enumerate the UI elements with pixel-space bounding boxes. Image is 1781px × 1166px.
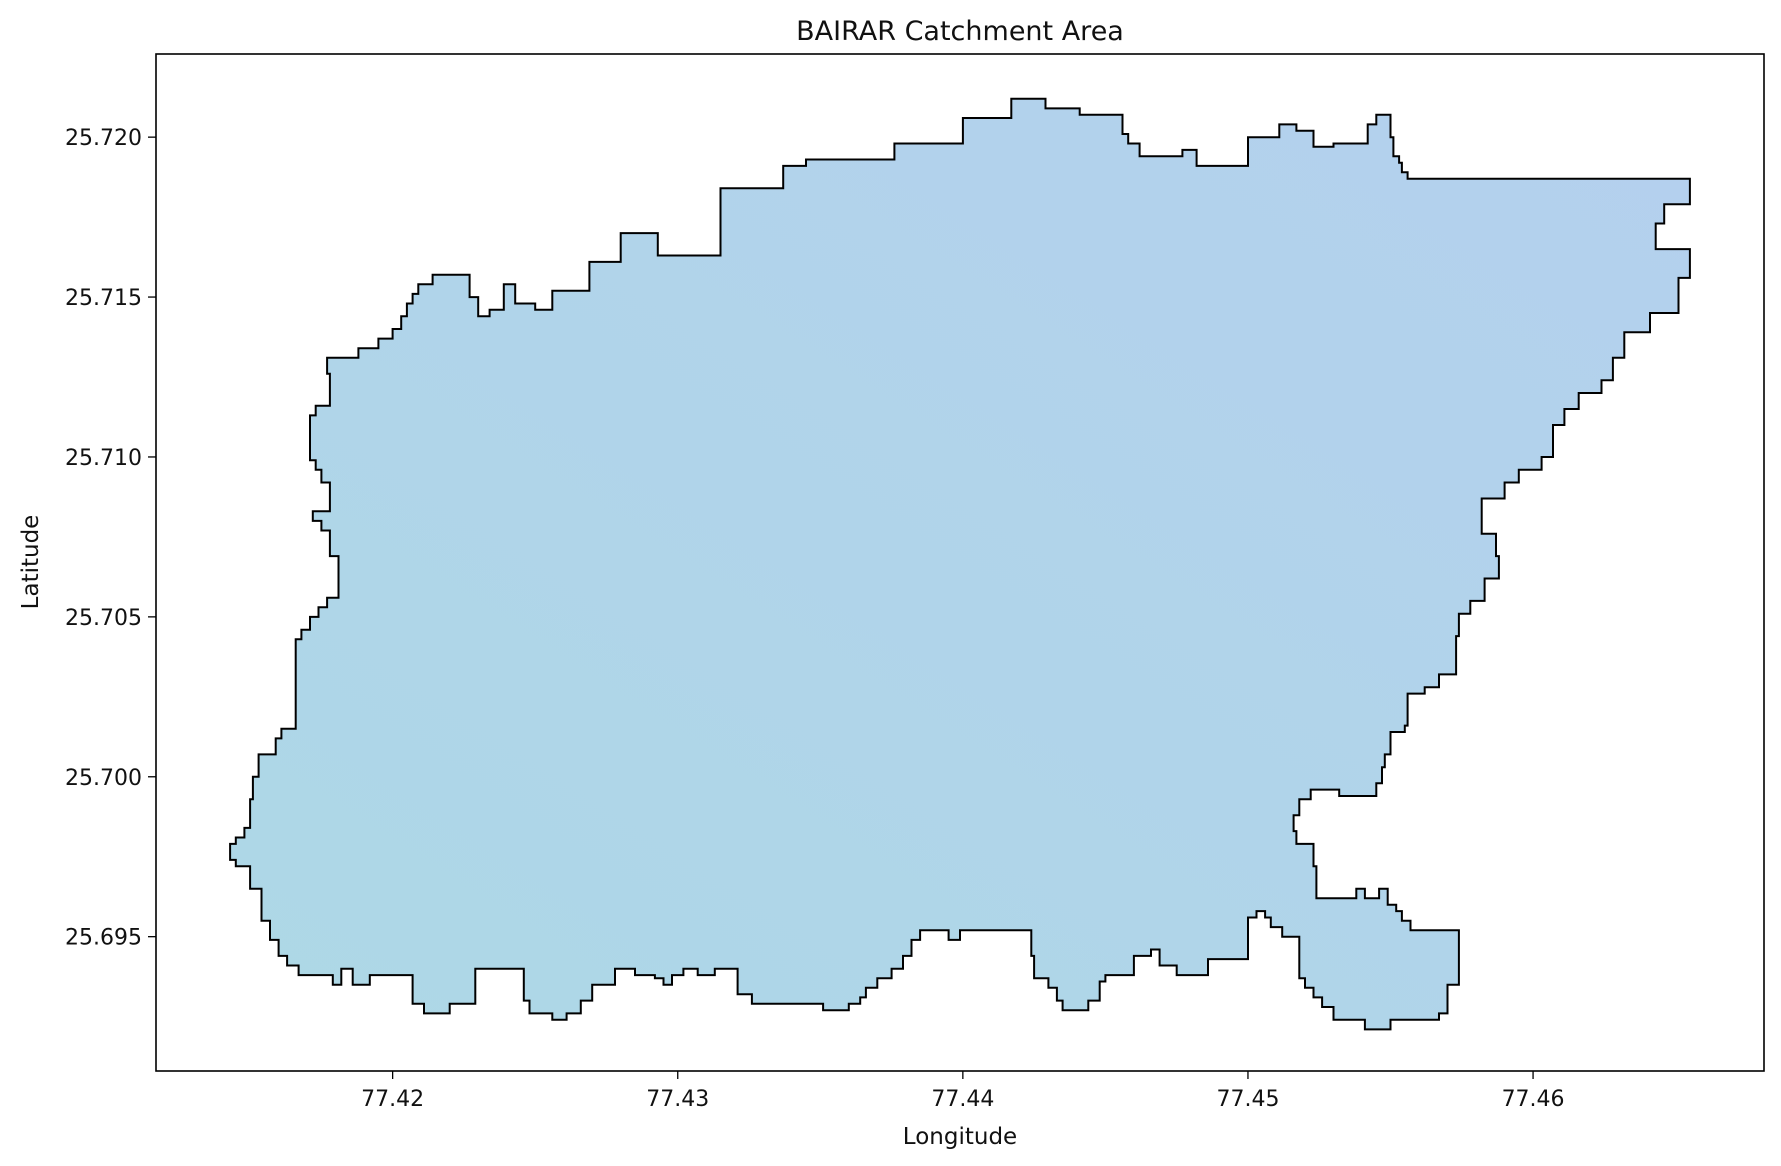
- catchment-area-polygon: [229, 97, 1691, 1031]
- x-axis-label: Longitude: [903, 1124, 1017, 1150]
- y-tick-label: 25.705: [65, 606, 142, 631]
- x-tick-label: 77.44: [931, 1087, 994, 1112]
- y-tick-label: 25.715: [65, 286, 142, 311]
- y-tick-label: 25.695: [65, 926, 142, 951]
- y-tick-label: 25.700: [65, 766, 142, 791]
- plot-area: [229, 97, 1691, 1031]
- y-axis-label: Latitude: [18, 515, 44, 610]
- y-axis-ticks: 25.695 25.700 25.705 25.710 25.715 25.720: [65, 126, 156, 951]
- x-tick-label: 77.43: [646, 1087, 709, 1112]
- axes-frame: [155, 53, 1765, 1072]
- x-tick-label: 77.46: [1502, 1087, 1565, 1112]
- x-axis-ticks: 77.42 77.43 77.44 77.45 77.46: [361, 1071, 1565, 1112]
- chart-title: BAIRAR Catchment Area: [796, 16, 1124, 47]
- y-tick-label: 25.720: [65, 126, 142, 151]
- x-tick-label: 77.42: [361, 1087, 424, 1112]
- y-tick-label: 25.710: [65, 446, 142, 471]
- x-tick-label: 77.45: [1216, 1087, 1279, 1112]
